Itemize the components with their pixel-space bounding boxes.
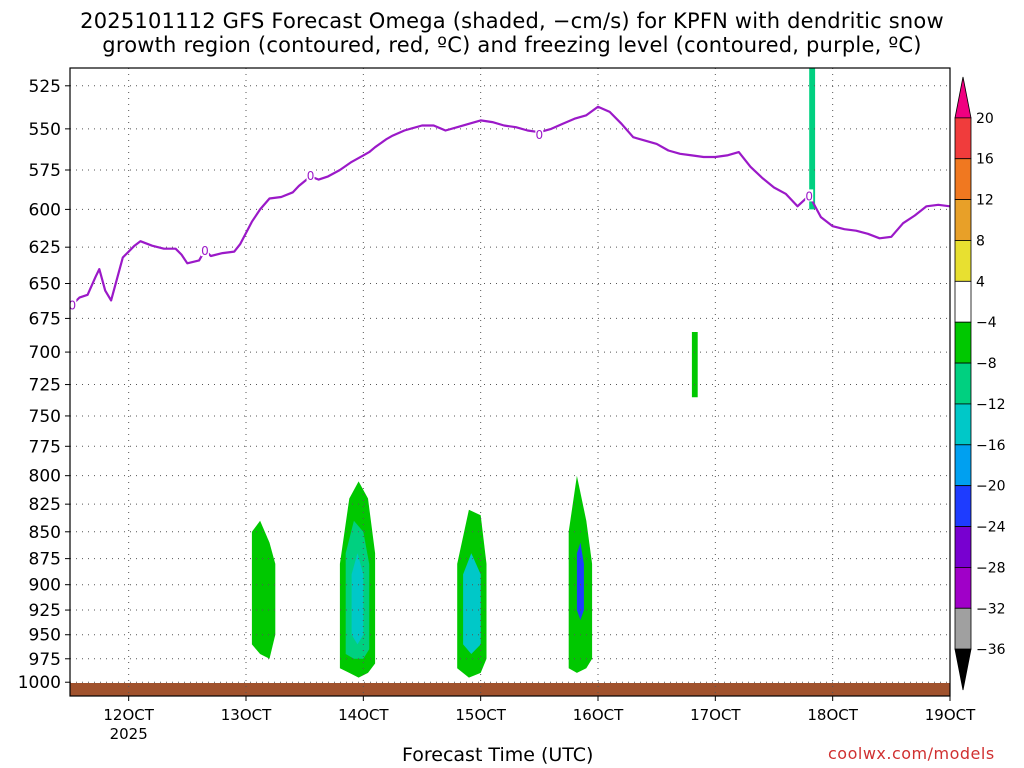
- colorbar-swatch: [954, 607, 972, 650]
- x-tick-label-16: 16OCT: [573, 706, 624, 724]
- colorbar-swatch: [954, 526, 972, 568]
- colorbar-swatch: [954, 76, 972, 119]
- colorbar-label: 16: [976, 152, 994, 168]
- x-tick-label-19: 19OCT: [925, 706, 976, 724]
- freezing-level-contour: 0 0 0 0 0: [69, 105, 950, 313]
- ascent-cell-1600-core: [576, 542, 584, 620]
- y-tick-label-625: 625: [29, 238, 61, 258]
- colorbar-label: 8: [976, 233, 985, 249]
- colorbar-swatch: [954, 280, 972, 323]
- y-tick-label-550: 550: [29, 120, 61, 140]
- freezing-label-bg: [306, 168, 315, 181]
- colorbar-label: −32: [976, 601, 1006, 617]
- y-tick-label-925: 925: [29, 601, 61, 621]
- freezing-level-label: 0: [805, 189, 813, 203]
- terrain-fill: [70, 683, 950, 696]
- colorbar-swatch: [954, 321, 972, 364]
- colorbar-label: −24: [976, 520, 1006, 536]
- y-tick-label-600: 600: [29, 200, 61, 220]
- colorbar-swatch: [954, 567, 972, 609]
- colorbar-swatch: [954, 240, 972, 282]
- colorbar-swatch: [954, 362, 972, 405]
- gridlines: [70, 68, 951, 696]
- colorbar-swatch: [954, 403, 972, 446]
- ascent-strip-1800: [809, 68, 816, 210]
- chart-title-line-2: growth region (contoured, red, ºC) and f…: [102, 33, 922, 57]
- colorbar-label: −8: [976, 356, 997, 372]
- freezing-level-label: 0: [201, 244, 209, 258]
- y-tick-label-850: 850: [29, 523, 61, 543]
- credit-link[interactable]: coolwx.com/models: [828, 744, 995, 763]
- freezing-label-bg: [805, 189, 814, 202]
- freezing-label-bg: [535, 127, 544, 140]
- y-tick-label-825: 825: [29, 495, 61, 515]
- x-axis-label: Forecast Time (UTC): [402, 744, 594, 766]
- y-tick-label-525: 525: [29, 77, 61, 97]
- y-tick-label-575: 575: [29, 161, 61, 181]
- y-tick-label-800: 800: [29, 467, 61, 487]
- colorbar: 20 16 12 8 4 −4 −8 −12 −16 −20 −24 −28 −32 −36: [954, 76, 1006, 691]
- x-tick-label-17: 17OCT: [690, 706, 741, 724]
- y-tick-label-1000: 1000: [18, 673, 61, 693]
- x-tick-label-13: 13OCT: [221, 706, 272, 724]
- colorbar-label: 12: [976, 193, 994, 209]
- freezing-level-line: [71, 105, 950, 306]
- colorbar-label: −16: [976, 438, 1006, 454]
- x-tick-label-18: 18OCT: [807, 706, 858, 724]
- colorbar-swatch: [954, 117, 972, 160]
- colorbar-swatch: [954, 199, 972, 241]
- y-tick-label-975: 975: [29, 650, 61, 670]
- y-tick-label-875: 875: [29, 550, 61, 570]
- colorbar-swatch: [954, 158, 972, 201]
- colorbar-label: −4: [976, 315, 997, 331]
- freezing-level-label: 0: [69, 299, 77, 313]
- colorbar-label: 4: [976, 274, 985, 290]
- y-tick-label-700: 700: [29, 343, 61, 363]
- y-tick-label-900: 900: [29, 576, 61, 596]
- freezing-level-label: 0: [307, 169, 315, 183]
- colorbar-label: −12: [976, 397, 1006, 413]
- ascent-cell-1400-core: [351, 553, 364, 645]
- ascent-strip-1700: [691, 332, 698, 398]
- y-tick-label-775: 775: [29, 437, 61, 457]
- freezing-label-bg: [200, 244, 209, 257]
- x-tick-label-14: 14OCT: [338, 706, 389, 724]
- ascent-cell-1305: [251, 520, 276, 659]
- freezing-label-bg: [70, 298, 77, 311]
- colorbar-swatch: [954, 444, 972, 487]
- colorbar-label: −28: [976, 560, 1006, 576]
- omega-shading: [251, 68, 816, 678]
- colorbar-label: −36: [976, 642, 1006, 658]
- chart-title-line-1: 2025101112 GFS Forecast Omega (shaded, −…: [80, 9, 944, 33]
- terrain-band: [70, 683, 950, 696]
- plot-frame: [69, 67, 951, 697]
- y-tick-label-650: 650: [29, 274, 61, 294]
- colorbar-swatch: [954, 485, 972, 527]
- colorbar-label: 20: [976, 111, 994, 127]
- axes: 525 550 575 600 625 650 675 700 725 750 775 800 825 8…: [18, 67, 976, 743]
- x-tick-label-12: 12OCT: [103, 706, 154, 724]
- colorbar-swatch: [954, 648, 972, 691]
- y-tick-label-725: 725: [29, 376, 61, 396]
- x-tick-label-15: 15OCT: [455, 706, 506, 724]
- ascent-cell-1500-core: [463, 553, 481, 654]
- year-label: 2025: [110, 725, 148, 743]
- freezing-level-label: 0: [536, 128, 544, 142]
- y-tick-label-750: 750: [29, 407, 61, 427]
- y-tick-label-950: 950: [29, 626, 61, 646]
- colorbar-label: −20: [976, 479, 1006, 495]
- y-tick-label-675: 675: [29, 309, 61, 329]
